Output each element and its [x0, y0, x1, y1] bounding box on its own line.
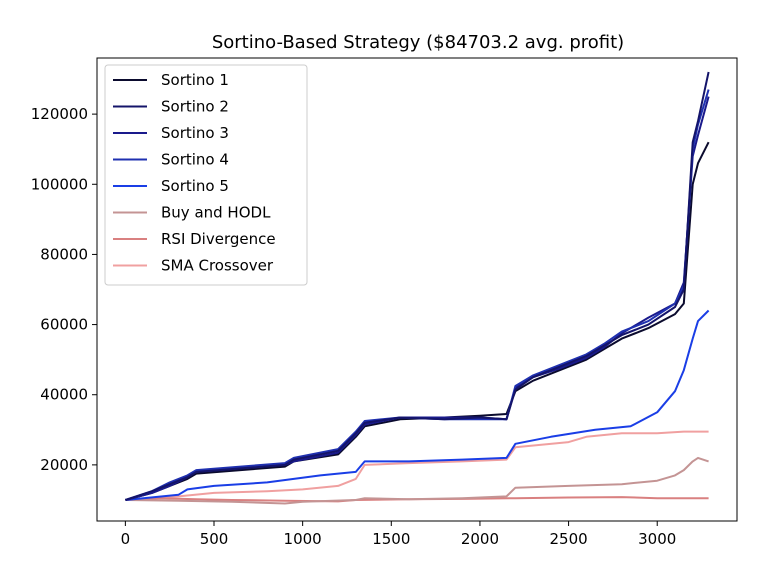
series-lines: [125, 71, 710, 505]
series-line-sortino-1: [125, 141, 710, 501]
series-line-sortino-5: [125, 309, 710, 501]
x-tick-label: 2000: [461, 530, 499, 548]
y-tick-label: 100000: [31, 175, 88, 193]
legend: Sortino 1 Sortino 2 Sortino 3 Sortino 4 Sort…: [104, 64, 308, 286]
y-axis: 20000 40000 60000 80000 100000 120000: [31, 105, 97, 474]
series-line-buy-and-hodl: [125, 456, 709, 505]
legend-entry-label: Sortino 2: [161, 98, 229, 116]
series-line-sortino-4: [125, 89, 710, 501]
legend-box: [104, 64, 308, 286]
x-tick-label: 2500: [549, 530, 587, 548]
legend-entry-label: Sortino 3: [161, 124, 229, 142]
legend-entry-label: Sortino 5: [161, 177, 229, 195]
plot-area-frame: [96, 57, 738, 522]
legend-entry-label: Sortino 1: [161, 71, 229, 89]
x-tick-label: 1000: [284, 530, 322, 548]
legend-entry-label: Sortino 4: [161, 151, 229, 169]
y-tick-label: 40000: [40, 386, 88, 404]
x-tick-label: 0: [121, 530, 131, 548]
legend-entry-label: RSI Divergence: [161, 230, 276, 248]
series-line-rsi-divergence: [125, 496, 709, 503]
y-tick-label: 20000: [40, 456, 88, 474]
series-line-sma-crossover: [125, 430, 709, 501]
legend-entry-label: Buy and HODL: [161, 204, 271, 222]
y-tick-label: 120000: [31, 105, 88, 123]
x-axis: 0 500 1000 1500 2000 2500 3000: [121, 521, 676, 548]
series-line-sortino-2: [125, 71, 710, 501]
x-tick-label: 500: [200, 530, 229, 548]
y-tick-label: 60000: [40, 316, 88, 334]
y-tick-label: 80000: [40, 245, 88, 263]
x-tick-label: 1500: [372, 530, 410, 548]
legend-entry-label: SMA Crossover: [161, 257, 274, 275]
x-tick-label: 3000: [638, 530, 676, 548]
chart-title: Sortino-Based Strategy ($84703.2 avg. pr…: [212, 32, 624, 53]
